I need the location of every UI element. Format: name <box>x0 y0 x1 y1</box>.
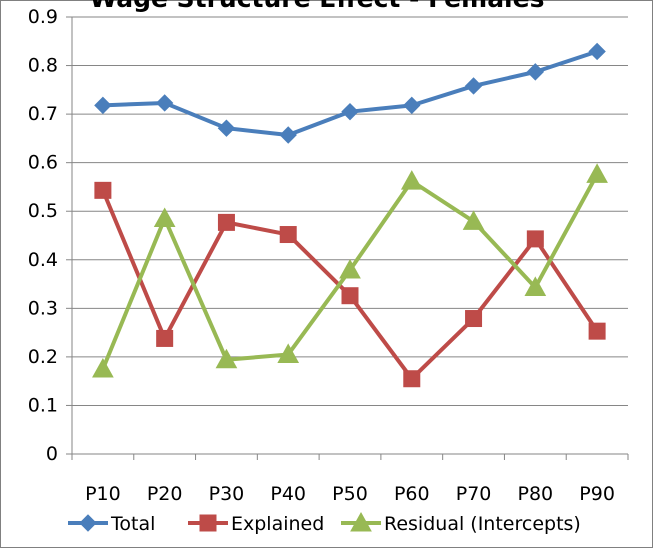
x-tick-label: P70 <box>456 483 492 505</box>
x-tick-label: P30 <box>209 483 245 505</box>
data-point-explained <box>465 310 483 328</box>
data-point-residual-intercepts <box>339 258 361 279</box>
axes <box>66 16 629 460</box>
data-point-explained <box>526 230 544 248</box>
data-point-total <box>155 94 174 112</box>
data-point-total <box>464 77 483 95</box>
y-tick-label: 0.6 <box>28 152 58 174</box>
legend-marker-residual-intercepts <box>350 511 372 532</box>
y-tick-label: 0 <box>46 443 58 465</box>
data-point-explained <box>156 329 174 347</box>
data-point-total <box>279 126 297 144</box>
data-point-total <box>526 63 545 81</box>
data-point-explained <box>279 226 297 244</box>
legend-label-total: Total <box>110 513 155 535</box>
x-axis-tick-labels: P10 P20 P30 P40 P50 P60 P70 P80 P90 <box>85 483 615 505</box>
data-point-explained <box>588 322 606 340</box>
data-point-explained <box>217 213 235 231</box>
gridlines <box>72 16 628 406</box>
legend-marker-explained <box>199 514 217 532</box>
x-tick-label: P50 <box>332 483 368 505</box>
data-point-total <box>94 96 112 115</box>
y-axis-tick-labels: 0 0.1 0.2 0.3 0.4 0.5 0.6 0.7 0.8 0.9 <box>28 6 58 465</box>
legend-item-explained: Explained <box>188 513 324 535</box>
data-point-residual-intercepts <box>400 170 423 190</box>
data-point-residual-intercepts <box>153 207 176 228</box>
data-point-residual-intercepts <box>92 357 114 378</box>
data-point-total <box>403 96 421 115</box>
legend-item-residual-intercepts: Residual (Intercepts) <box>341 511 581 535</box>
data-point-residual-intercepts <box>462 210 485 230</box>
x-tick-label: P90 <box>579 483 615 505</box>
legend: Total Explained Residual (Intercepts) <box>68 511 581 535</box>
chart-title: Wage Structure Effect - Females <box>90 0 545 13</box>
data-point-residual-intercepts <box>524 276 547 296</box>
x-tick-label: P60 <box>394 483 430 505</box>
data-point-total <box>341 102 359 121</box>
y-tick-label: 0.9 <box>28 6 58 28</box>
data-point-total <box>217 119 236 137</box>
legend-label-residual-intercepts: Residual (Intercepts) <box>384 513 581 535</box>
series-lines <box>92 42 608 388</box>
y-tick-label: 0.8 <box>28 55 58 77</box>
y-tick-label: 0.1 <box>28 394 58 416</box>
data-point-explained <box>403 370 421 388</box>
y-tick-label: 0.4 <box>28 249 58 271</box>
data-point-explained <box>94 181 112 199</box>
legend-item-total: Total <box>68 513 155 535</box>
x-tick-label: P40 <box>270 483 306 505</box>
series-total <box>94 42 606 144</box>
series-residual-intercepts <box>92 163 608 378</box>
legend-marker-total <box>79 514 97 532</box>
x-tick-label: P80 <box>518 483 554 505</box>
y-tick-label: 0.7 <box>28 103 58 125</box>
x-tick-label: P10 <box>85 483 121 505</box>
data-point-explained <box>341 287 359 305</box>
x-tick-label: P20 <box>147 483 183 505</box>
data-point-residual-intercepts <box>586 163 608 183</box>
y-tick-label: 0.2 <box>28 346 58 368</box>
data-point-residual-intercepts <box>277 343 300 363</box>
y-tick-label: 0.3 <box>28 297 58 319</box>
data-point-residual-intercepts <box>215 348 238 369</box>
legend-label-explained: Explained <box>231 513 324 535</box>
data-point-total <box>588 42 606 61</box>
y-tick-label: 0.5 <box>28 200 58 222</box>
